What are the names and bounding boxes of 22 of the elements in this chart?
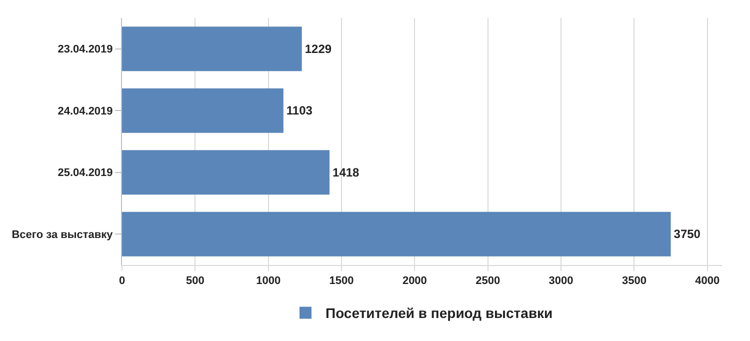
x-tick-label: 1000 <box>256 275 281 288</box>
x-tick-label: 500 <box>186 275 204 288</box>
bar <box>122 26 302 72</box>
legend-label: Посетителей в период выставки <box>326 305 553 322</box>
y-tick-label: 25.04.2019 <box>58 167 113 180</box>
y-tick-label: 24.04.2019 <box>58 105 113 118</box>
bar <box>122 150 330 195</box>
x-tick-label: 0 <box>118 275 126 288</box>
x-tick-label: 2000 <box>402 275 427 288</box>
x-tick-label: 3500 <box>622 275 646 288</box>
data-label: 1418 <box>332 165 360 180</box>
data-label: 1103 <box>286 104 313 118</box>
x-tick-label: 4000 <box>695 275 720 288</box>
x-tick-label: 1500 <box>329 275 354 288</box>
bar <box>122 212 671 256</box>
x-tick-label: 3000 <box>548 275 574 288</box>
data-label: 1229 <box>304 42 332 56</box>
y-tick-label: Всего за выставку <box>12 228 114 241</box>
y-tick-label: 23.04.2019 <box>58 44 113 56</box>
data-label: 3750 <box>674 227 701 242</box>
x-tick-label: 2500 <box>476 275 500 288</box>
bar <box>122 88 284 133</box>
